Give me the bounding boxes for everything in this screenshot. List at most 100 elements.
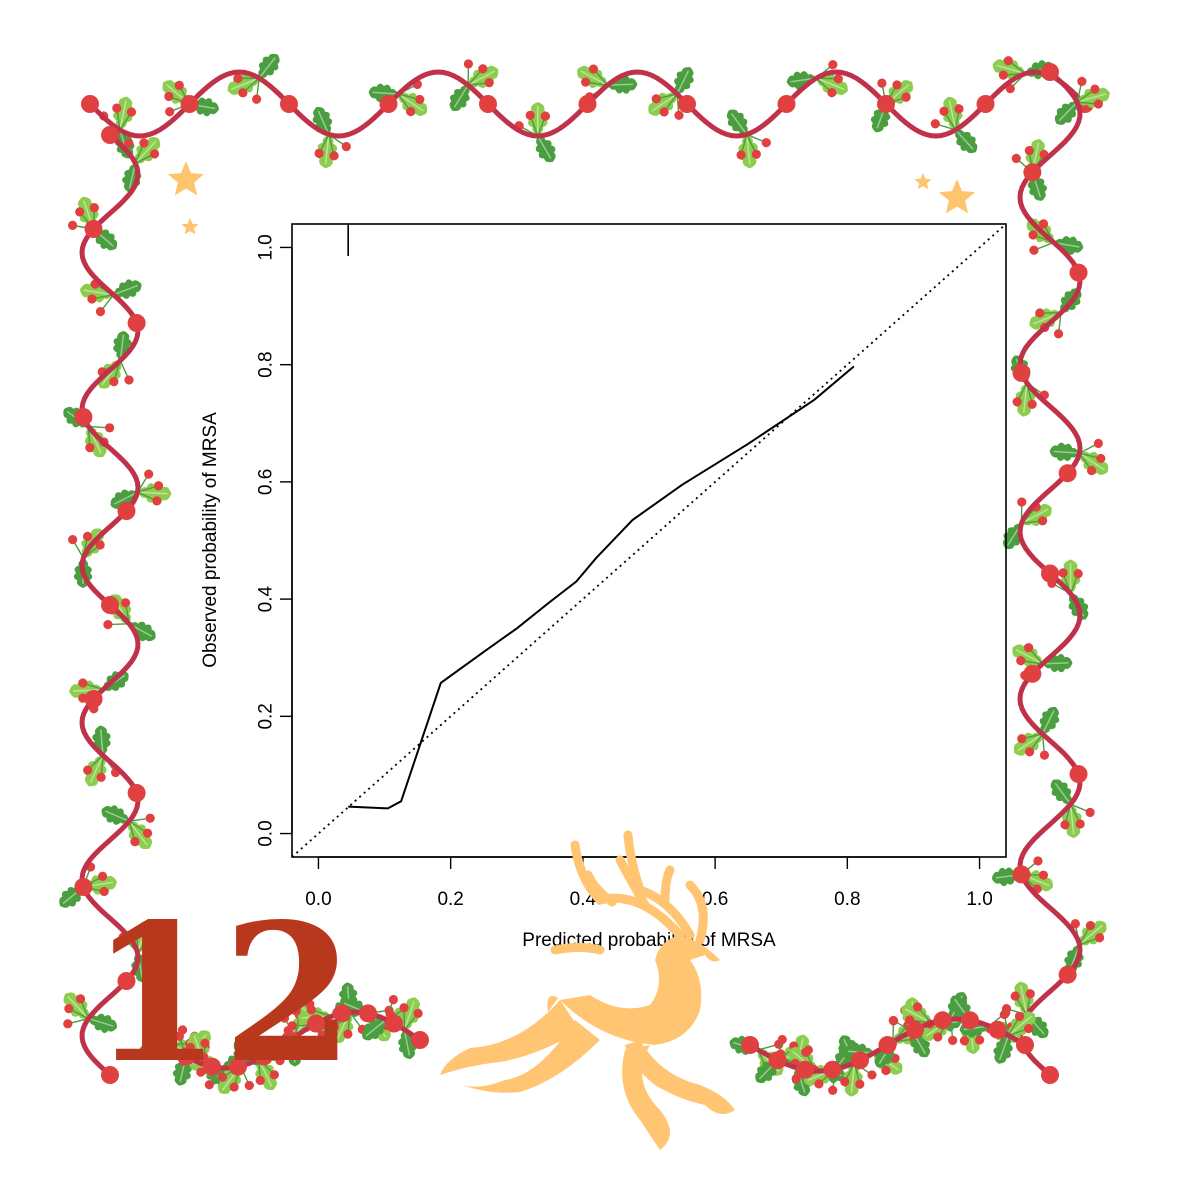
ornament-bead: [411, 1031, 429, 1049]
ornament-bead: [1012, 363, 1031, 382]
ornament-bead: [777, 95, 796, 113]
ornament-bead: [1058, 464, 1077, 483]
ornament-bead: [74, 878, 93, 896]
berry-cluster: [651, 93, 684, 120]
star-icon: [167, 161, 205, 196]
star-icon: [181, 218, 199, 235]
berry-cluster: [463, 59, 494, 88]
ornament-bead: [379, 95, 398, 113]
holly-leaf: [726, 109, 748, 135]
ornament-bead: [1069, 765, 1088, 784]
berry-cluster: [930, 104, 964, 131]
ornament-bead: [203, 1057, 221, 1076]
holly-leaf: [88, 1013, 118, 1033]
ornament-bead: [1023, 664, 1042, 683]
garland-strand: [59, 126, 172, 1084]
ornament-bead: [988, 1020, 1007, 1039]
ornament-bead: [280, 95, 298, 113]
ornament-bead: [877, 95, 895, 113]
ornament-bead: [933, 1011, 952, 1030]
y-tick-label: 0.4: [256, 585, 277, 612]
ornament-bead: [333, 1004, 351, 1023]
y-tick-label: 0.0: [256, 820, 277, 846]
holly-leaf: [607, 75, 638, 94]
ornament-bead: [255, 1047, 273, 1066]
x-axis: 0.0 0.2 0.4 0.6 0.8 1.0: [305, 856, 993, 910]
ornament-bead: [177, 1047, 195, 1066]
ornament-bead: [117, 972, 136, 990]
ornament-bead: [768, 1051, 787, 1070]
berry-cluster: [1020, 856, 1049, 894]
ornament-bead: [1016, 1036, 1034, 1054]
ornament-bead: [81, 95, 99, 113]
series-layer: [291, 223, 1007, 858]
x-tick-label: 0.0: [305, 889, 331, 910]
ornament-bead: [1069, 263, 1088, 282]
holly-leaf: [674, 67, 694, 95]
ornament-bead: [359, 1004, 377, 1023]
holly-leaf: [449, 85, 470, 111]
day-number: 12: [90, 882, 354, 1105]
holly-leaf: [137, 482, 172, 504]
ornament-bead: [101, 596, 119, 614]
holly-leaf: [527, 102, 549, 136]
ornament-bead: [74, 408, 93, 426]
ornament-bead: [180, 95, 199, 113]
berry-cluster: [255, 1055, 285, 1085]
garland-strand: [729, 992, 1036, 1097]
ornament-bead: [1041, 63, 1059, 81]
ornament-bead: [84, 690, 103, 708]
berry-cluster: [124, 138, 160, 164]
ornament-bead: [127, 314, 146, 332]
berry-cluster: [233, 73, 262, 104]
ideal-line: [291, 223, 1007, 858]
holly-leaf: [113, 279, 142, 299]
holly-leaf: [993, 1035, 1013, 1064]
garland-strand: [138, 982, 429, 1094]
holly-leaf: [1042, 653, 1073, 673]
holly-garland-frame: [59, 53, 1110, 1097]
berry-cluster: [1070, 919, 1105, 946]
holly-leaf: [92, 725, 111, 756]
ornament-bead: [1058, 965, 1077, 984]
reindeer-body: [440, 935, 735, 1150]
ornament-bead: [1012, 865, 1031, 884]
holly-leaf: [535, 136, 556, 163]
ornament-bead: [1041, 1066, 1059, 1084]
garland-strand: [991, 63, 1110, 1084]
y-tick-label: 0.6: [256, 469, 277, 495]
berry-cluster: [999, 1009, 1034, 1037]
holly-leaf: [362, 1018, 387, 1041]
ornament-bead: [976, 95, 995, 113]
holly-leaf: [258, 53, 280, 79]
holly-leaf: [69, 680, 104, 702]
holly-leaf: [1054, 101, 1078, 125]
ornament-bead: [578, 95, 597, 113]
holly-leaf: [1060, 559, 1081, 594]
ornament-bead: [678, 95, 696, 113]
berry-cluster: [1078, 438, 1106, 476]
holly-leaf: [738, 134, 760, 169]
x-tick-label: 0.8: [834, 889, 860, 910]
holly-leaf: [1039, 706, 1060, 734]
berry-cluster: [385, 1003, 423, 1031]
y-axis-title: Observed probability of MRSA: [200, 412, 221, 668]
x-tick-label: 0.2: [437, 889, 463, 910]
ornament-bead: [229, 1057, 247, 1076]
holly-leaf: [955, 129, 978, 154]
x-tick-label: 1.0: [966, 889, 992, 910]
ornament-bead: [796, 1060, 814, 1079]
ornament-bead: [1041, 564, 1059, 583]
antlers: [550, 830, 708, 955]
berry-cluster: [128, 813, 155, 847]
ornament-bead: [851, 1051, 869, 1070]
reindeer-silhouette: [440, 830, 735, 1150]
holly-leaf: [1062, 804, 1084, 839]
ornament-bead: [878, 1036, 897, 1054]
calibration-plot: 0.0 0.2 0.4 0.6 0.8 1.0 0.00.20.40.60.81.0 Pr…: [200, 223, 1007, 951]
holly-leaf: [1050, 779, 1072, 805]
ornament-bead: [101, 126, 119, 144]
star-icon: [938, 179, 976, 214]
y-tick-label: 1.0: [256, 234, 277, 260]
